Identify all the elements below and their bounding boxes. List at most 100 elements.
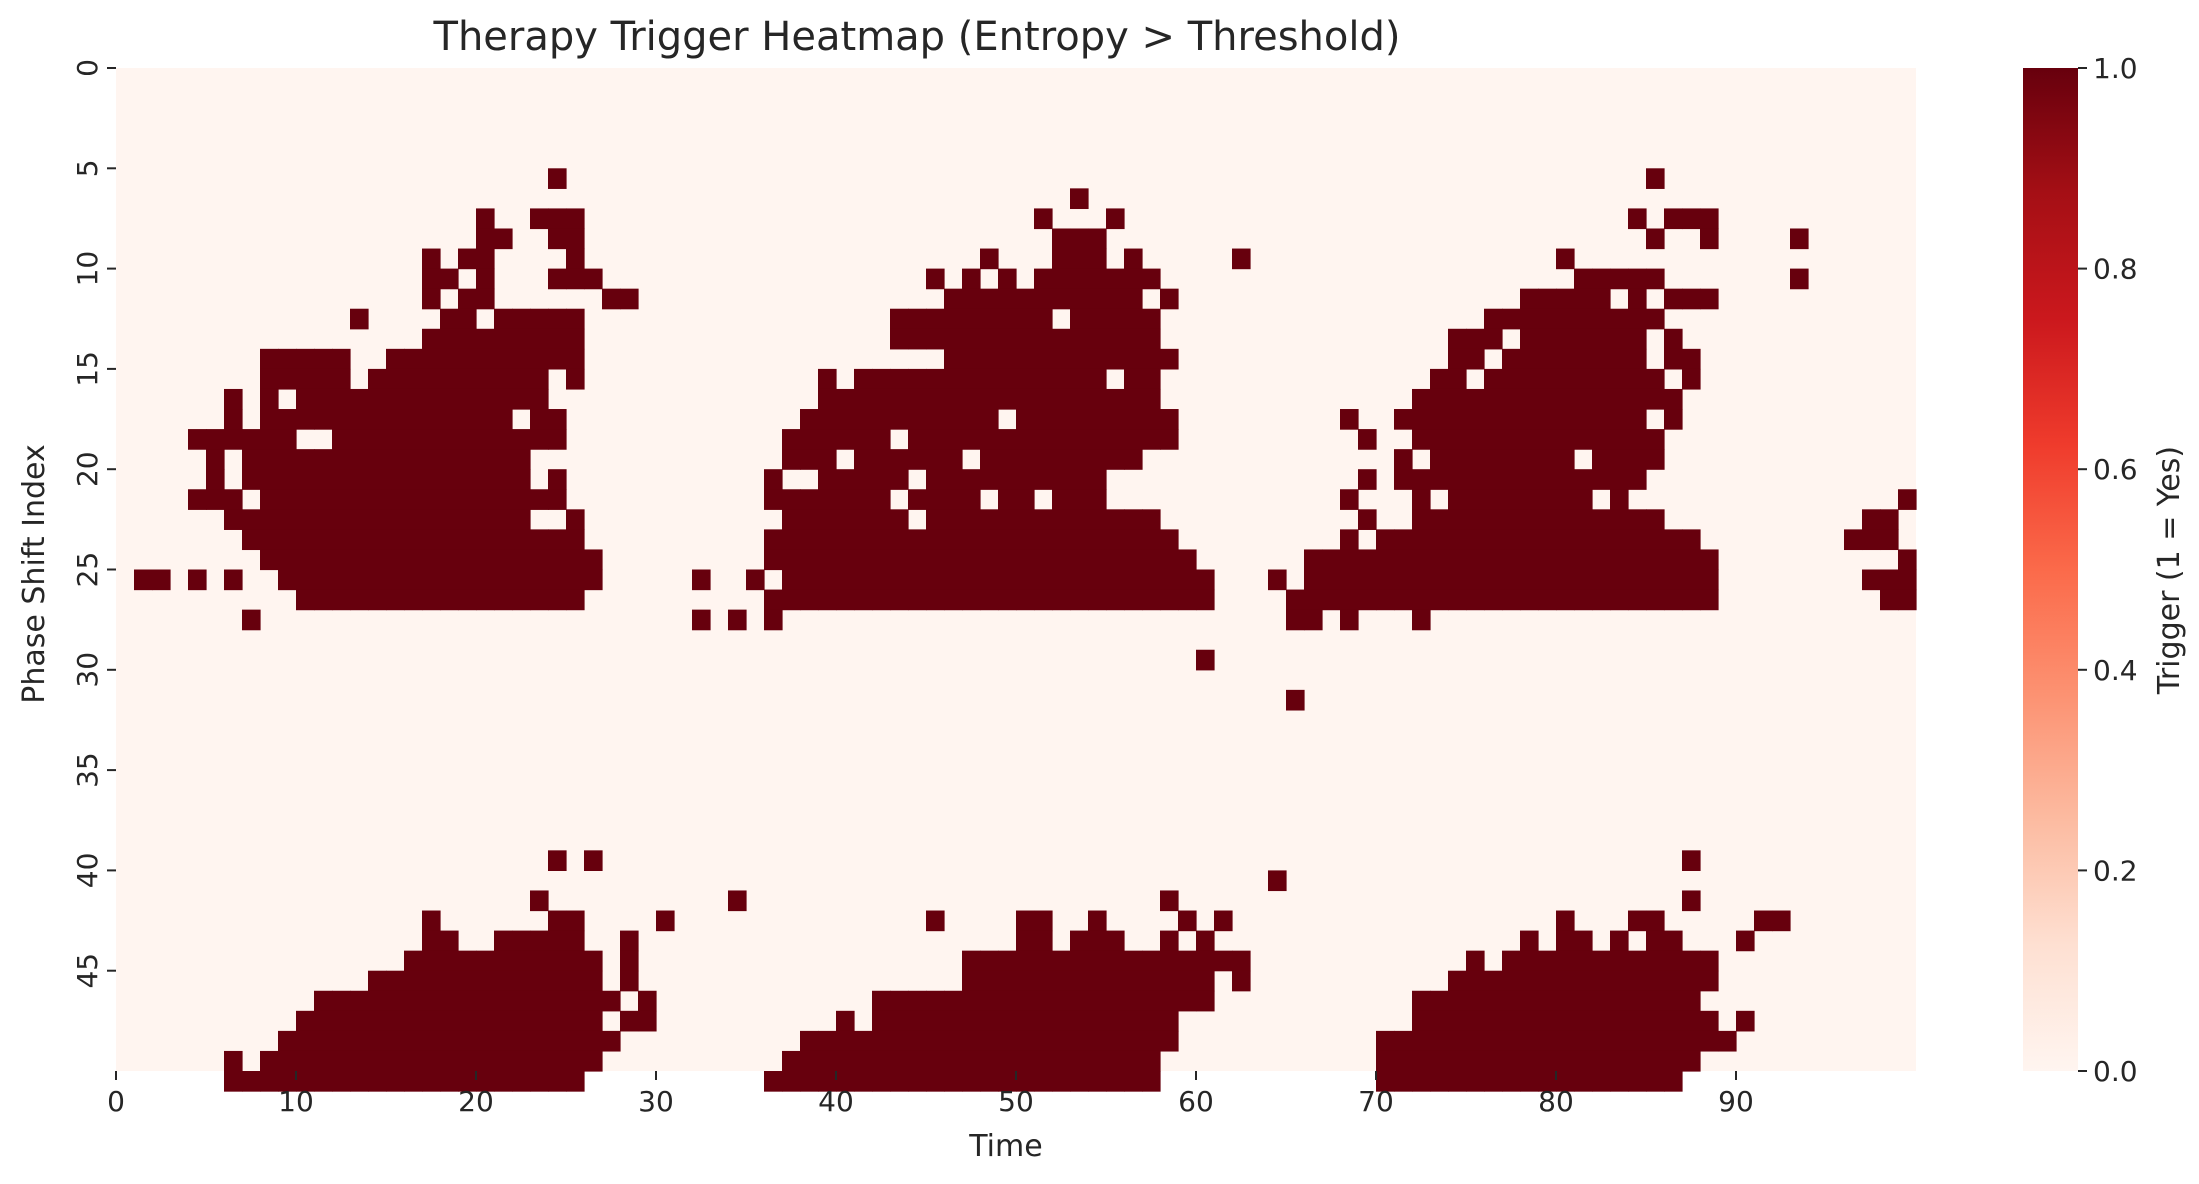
heatmap-cell — [1142, 970, 1161, 992]
heatmap-cell — [548, 1030, 567, 1052]
heatmap-cell — [1196, 649, 1215, 671]
heatmap-cell — [800, 589, 819, 611]
heatmap-cell — [512, 368, 531, 390]
heatmap-cell — [512, 1050, 531, 1072]
heatmap-cell — [440, 549, 459, 571]
heatmap-cell — [1718, 1030, 1737, 1052]
heatmap-cell — [494, 348, 513, 370]
heatmap-cell — [1538, 328, 1557, 350]
heatmap-cell — [1466, 970, 1485, 992]
heatmap-cell — [782, 449, 801, 470]
heatmap-cell — [800, 1030, 819, 1052]
heatmap-cell — [1034, 990, 1053, 1012]
heatmap-cell — [458, 328, 477, 350]
heatmap-cell — [1556, 589, 1575, 611]
heatmap-cell — [1088, 348, 1107, 370]
heatmap-cell — [512, 589, 531, 611]
heatmap-cell — [1034, 268, 1053, 290]
heatmap-cell — [1142, 990, 1161, 1012]
heatmap-cell — [1520, 388, 1539, 410]
heatmap-cell — [1700, 950, 1719, 972]
heatmap-cell — [854, 449, 873, 470]
heatmap-cell — [278, 569, 297, 591]
heatmap-cell — [386, 1050, 405, 1072]
heatmap-cell — [1034, 529, 1053, 551]
heatmap-cell — [1052, 950, 1071, 972]
heatmap-cell — [404, 1010, 423, 1032]
heatmap-cell — [1466, 348, 1485, 370]
heatmap-cell — [1070, 1030, 1089, 1052]
heatmap-cell — [1178, 910, 1197, 932]
heatmap-cell — [980, 589, 999, 611]
heatmap-cell — [872, 549, 891, 571]
heatmap-cell — [1466, 1030, 1485, 1052]
heatmap-cell — [890, 328, 909, 350]
heatmap-cell — [350, 1030, 369, 1052]
heatmap-cell — [836, 1050, 855, 1072]
heatmap-cell — [1052, 509, 1071, 530]
heatmap-cell — [854, 1030, 873, 1052]
heatmap-cell — [818, 489, 837, 510]
x-tick-label: 40 — [818, 1085, 854, 1118]
heatmap-cell — [494, 589, 513, 611]
colorbar-tick-label: 0.4 — [2093, 654, 2138, 687]
heatmap-cell — [476, 248, 495, 270]
heatmap-cell — [1142, 409, 1161, 430]
heatmap-cell — [1538, 368, 1557, 390]
heatmap-cell — [1106, 1030, 1125, 1052]
heatmap-cell — [890, 549, 909, 571]
y-tick-label: 30 — [71, 652, 104, 688]
heatmap-cell — [1556, 288, 1575, 310]
heatmap-cell — [1412, 589, 1431, 611]
heatmap-cell — [296, 449, 315, 470]
heatmap-cell — [314, 569, 333, 591]
heatmap-cell — [548, 589, 567, 611]
heatmap-cell — [764, 549, 783, 571]
heatmap-cell — [1052, 469, 1071, 490]
heatmap-cell — [1034, 930, 1053, 952]
heatmap-cell — [314, 409, 333, 430]
heatmap-cell — [1052, 1050, 1071, 1072]
heatmap-cell — [1142, 1010, 1161, 1032]
heatmap-cell — [332, 388, 351, 410]
heatmap-cell — [368, 429, 387, 450]
heatmap-cell — [494, 930, 513, 952]
heatmap-cell — [1592, 1010, 1611, 1032]
heatmap-cell — [278, 1030, 297, 1052]
heatmap-cell — [1034, 1030, 1053, 1052]
heatmap-cell — [1448, 449, 1467, 470]
heatmap-cell — [350, 589, 369, 611]
heatmap-cell — [1106, 288, 1125, 310]
heatmap-cell — [1016, 509, 1035, 530]
heatmap-cell — [1070, 950, 1089, 972]
heatmap-cell — [1628, 529, 1647, 551]
heatmap-cell — [458, 970, 477, 992]
heatmap-cell — [836, 549, 855, 571]
heatmap-cell — [1088, 950, 1107, 972]
heatmap-cell — [1142, 1071, 1161, 1092]
heatmap-cell — [1124, 308, 1143, 330]
heatmap-cell — [1412, 990, 1431, 1012]
heatmap-cell — [566, 1050, 585, 1072]
heatmap-cell — [1664, 970, 1683, 992]
heatmap-cell — [1466, 589, 1485, 611]
heatmap-cell — [1196, 950, 1215, 972]
heatmap-cell — [1430, 509, 1449, 530]
heatmap-cell — [566, 509, 585, 530]
heatmap-cell — [962, 970, 981, 992]
heatmap-cell — [1232, 248, 1251, 270]
heatmap-cell — [1628, 429, 1647, 450]
heatmap-cell — [458, 1010, 477, 1032]
heatmap-cell — [1052, 970, 1071, 992]
heatmap-cell — [1592, 409, 1611, 430]
heatmap-cell — [908, 489, 927, 510]
heatmap-cell — [1628, 950, 1647, 972]
heatmap-cell — [1070, 248, 1089, 270]
heatmap-cell — [584, 1050, 603, 1072]
heatmap-cell — [1520, 950, 1539, 972]
heatmap-cell — [944, 1050, 963, 1072]
heatmap-cell — [1016, 549, 1035, 571]
heatmap-cell — [818, 368, 837, 390]
heatmap-cell — [296, 469, 315, 490]
heatmap-cell — [1502, 509, 1521, 530]
